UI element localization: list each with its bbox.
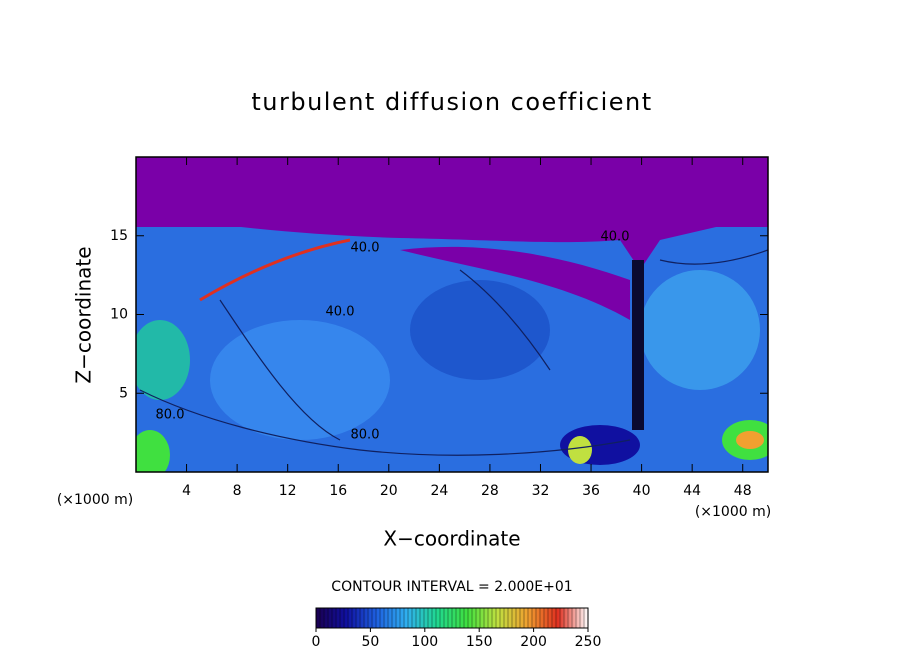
field-blob: [136, 320, 190, 400]
x-tick-label: 4: [182, 483, 191, 499]
field-blob: [210, 320, 390, 440]
contour-label: 40.0: [351, 241, 380, 256]
field-band: [632, 260, 644, 430]
field-blob: [410, 280, 550, 380]
contour-line: [659, 249, 768, 265]
x-tick-label: 28: [481, 483, 499, 499]
x-tick-label: 12: [279, 483, 297, 499]
x-tick-label: 8: [233, 483, 242, 499]
contour-field: [136, 157, 768, 472]
contour-label: 80.0: [156, 408, 185, 423]
x-tick-label: 40: [633, 483, 651, 499]
y-axis-label: Z−coordinate: [72, 246, 96, 383]
field-upper: [136, 157, 768, 270]
y-tick-label: 15: [110, 228, 128, 244]
x-tick-label: 32: [532, 483, 550, 499]
contour-line: [219, 299, 341, 441]
field-blob: [736, 431, 764, 449]
x-tick-label: 48: [734, 483, 752, 499]
y-tick-label: 10: [110, 307, 128, 323]
field-blob: [640, 270, 760, 390]
contour-interval: CONTOUR INTERVAL = 2.000E+01: [331, 579, 572, 595]
field-blob: [136, 430, 170, 472]
colorbar-tick-label: 200: [520, 634, 547, 650]
colorbar-tick-label: 100: [411, 634, 438, 650]
colorbar-tick-label: 0: [312, 634, 321, 650]
x-tick-label: 20: [380, 483, 398, 499]
x-tick-label: 44: [683, 483, 701, 499]
contour-label: 40.0: [601, 230, 630, 245]
x-axis-label: X−coordinate: [383, 527, 520, 551]
field-streak: [199, 238, 351, 302]
contour-label: 40.0: [326, 305, 355, 320]
colorbar-tick-label: 50: [361, 634, 379, 650]
field-upper: [400, 246, 630, 320]
x-unit-right: (×1000 m): [695, 504, 771, 520]
colorbar-tick-label: 150: [466, 634, 493, 650]
x-tick-label: 16: [329, 483, 347, 499]
x-unit-left: (×1000 m): [57, 492, 133, 508]
x-tick-label: 24: [430, 483, 448, 499]
colorbar-tick-label: 250: [575, 634, 602, 650]
y-tick-label: 5: [119, 385, 128, 401]
field-blob: [568, 436, 592, 464]
contour-label: 80.0: [351, 428, 380, 443]
chart-title: turbulent diffusion coefficient: [251, 88, 652, 116]
x-tick-label: 36: [582, 483, 600, 499]
contour-line: [139, 389, 631, 456]
contour-line: [459, 269, 551, 371]
